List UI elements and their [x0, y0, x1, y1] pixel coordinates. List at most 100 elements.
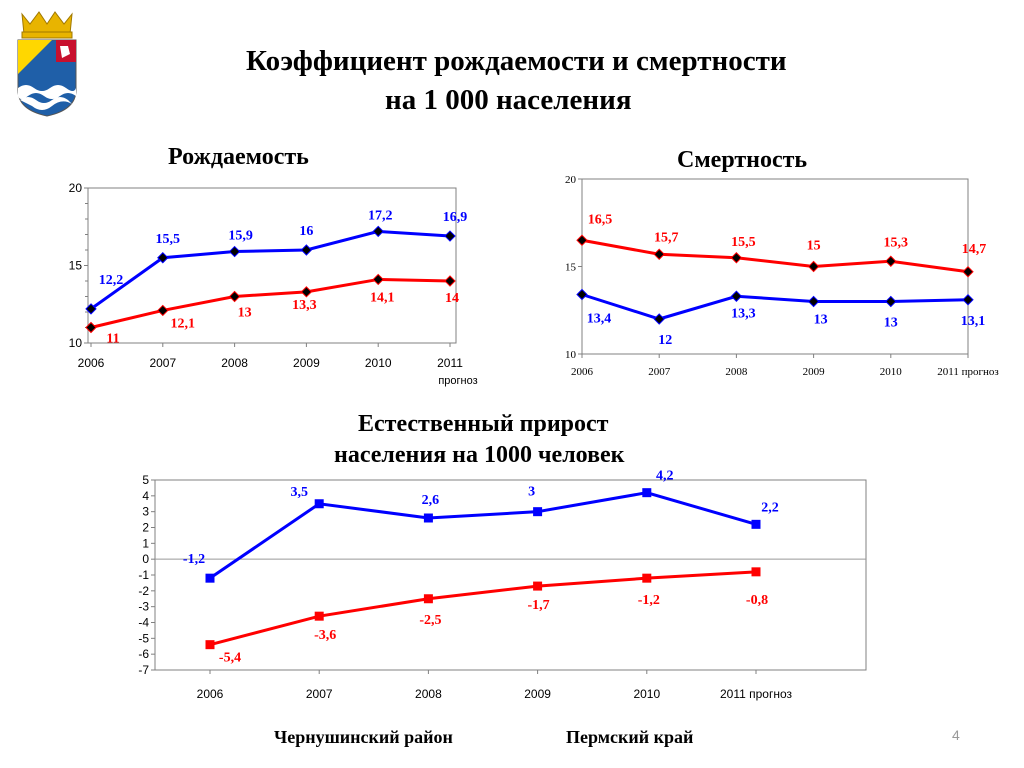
- data-point: [653, 248, 665, 260]
- y-tick-label: 0: [142, 552, 149, 566]
- data-label: 15,7: [654, 230, 679, 245]
- x-tick-label: 2006: [197, 687, 224, 701]
- data-label: -3,6: [314, 628, 336, 643]
- data-label: 15,9: [228, 229, 253, 244]
- data-label: -1,7: [528, 598, 550, 613]
- data-label: 15,5: [731, 235, 756, 250]
- data-point: [807, 260, 820, 273]
- x-tick-label: 2007: [149, 356, 176, 370]
- x-tick-label: 2010: [365, 356, 392, 370]
- data-label: 14,7: [962, 242, 987, 257]
- y-tick-label: 15: [69, 259, 83, 273]
- data-label: 13: [884, 316, 898, 331]
- series-line: [90, 229, 451, 311]
- y-tick-label: -7: [138, 663, 149, 677]
- y-tick-label: 20: [565, 174, 577, 186]
- data-point: [205, 640, 215, 650]
- data-label: 13: [814, 313, 828, 328]
- data-label: 2,2: [761, 500, 779, 515]
- y-tick-label: -4: [138, 616, 149, 630]
- data-point: [807, 295, 820, 308]
- y-tick-label: 3: [142, 505, 149, 519]
- data-label: -0,8: [746, 593, 768, 608]
- data-label: 2,6: [422, 493, 440, 508]
- y-tick-label: 5: [142, 473, 149, 487]
- plot-area: [87, 187, 457, 344]
- data-point: [533, 581, 543, 591]
- data-point: [423, 594, 433, 604]
- data-point: [300, 286, 313, 298]
- series-line: [209, 570, 757, 647]
- data-point: [576, 288, 588, 301]
- data-point: [228, 290, 241, 303]
- data-point: [157, 304, 169, 317]
- death-chart-title: Смертность: [677, 147, 808, 173]
- data-point: [730, 290, 743, 302]
- growth-chart-title-line1: Естественный прирост: [358, 411, 609, 437]
- data-point: [444, 275, 456, 287]
- data-label: 12,2: [99, 273, 124, 288]
- x-tick-label: 2010: [633, 687, 660, 701]
- data-point: [372, 273, 384, 286]
- y-tick-label: 10: [565, 349, 577, 361]
- data-point: [533, 507, 543, 517]
- data-label: -1,2: [183, 552, 205, 567]
- data-point: [962, 294, 974, 306]
- data-label: 16,5: [588, 212, 613, 227]
- legend-district: Чернушинский район: [274, 727, 453, 747]
- data-label: 13,3: [731, 306, 756, 321]
- data-point: [730, 252, 743, 264]
- data-point: [423, 513, 433, 523]
- series-line: [90, 277, 451, 329]
- data-point: [157, 252, 169, 264]
- x-tick-label: 2006: [571, 366, 594, 378]
- data-label: 16,9: [443, 210, 468, 225]
- x-tick-label: 2008: [725, 366, 748, 378]
- data-label: 3: [528, 485, 535, 500]
- data-point: [751, 519, 761, 529]
- x-tick-label: 2010: [880, 366, 903, 378]
- data-point: [85, 303, 97, 315]
- data-label: 13,4: [587, 312, 612, 327]
- data-label: 13,1: [961, 314, 986, 329]
- x-tick-label: 2009: [524, 687, 551, 701]
- x-tick-label: 2007: [306, 687, 333, 701]
- data-point: [228, 245, 241, 258]
- data-label: 14: [445, 291, 459, 306]
- coat-of-arms-icon: [17, 11, 77, 117]
- data-label: 11: [106, 332, 119, 347]
- x-tick-note: прогноз: [438, 375, 477, 387]
- data-point: [314, 611, 324, 621]
- x-tick-label: 2008: [221, 356, 248, 370]
- growth-chart-title-line2: населения на 1000 человек: [334, 442, 625, 468]
- page-number: 4: [952, 727, 960, 743]
- data-point: [300, 244, 313, 256]
- y-tick-label: 10: [69, 336, 83, 350]
- y-tick-label: -6: [138, 647, 149, 661]
- data-point: [962, 266, 974, 278]
- y-tick-label: -1: [138, 568, 149, 582]
- page-title-line1: Коэффициент рождаемости и смертности: [246, 45, 787, 77]
- data-point: [885, 295, 897, 308]
- y-tick-label: 15: [565, 262, 577, 274]
- data-point: [642, 488, 652, 498]
- x-tick-label: 2011 прогноз: [720, 687, 793, 701]
- plot-area: [154, 479, 867, 671]
- data-point: [653, 313, 665, 325]
- data-point: [751, 567, 761, 577]
- data-label: -2,5: [419, 613, 441, 628]
- data-point: [642, 573, 652, 583]
- x-tick-label: 2009: [293, 356, 320, 370]
- x-tick-label: 2007: [648, 366, 671, 378]
- data-point: [576, 234, 588, 246]
- data-label: 17,2: [368, 208, 393, 223]
- y-tick-label: 1: [142, 536, 149, 550]
- data-label: 3,5: [290, 485, 308, 500]
- y-tick-label: -5: [138, 631, 149, 645]
- y-tick-label: 4: [142, 489, 149, 503]
- data-point: [314, 499, 324, 509]
- y-tick-label: 20: [69, 181, 83, 195]
- data-label: 13: [238, 306, 252, 321]
